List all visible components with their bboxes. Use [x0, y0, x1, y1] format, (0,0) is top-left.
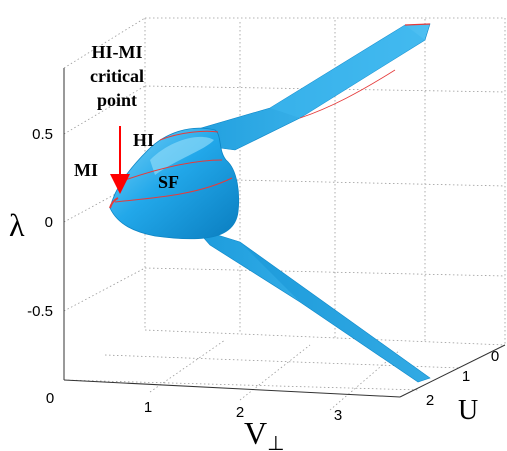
- mi-label: MI: [74, 160, 98, 180]
- sf-label: SF: [158, 172, 179, 192]
- z-tick-0.5: 0.5: [32, 126, 53, 143]
- x-tick-0: 0: [46, 390, 54, 407]
- phase-boundary-2: [124, 159, 223, 181]
- critical-point-mark: [109, 197, 119, 209]
- y-tick-0: 0: [491, 348, 499, 365]
- z-tick-neg0.5: -0.5: [27, 303, 53, 320]
- x-axis-label-sub: ⊥: [267, 433, 284, 451]
- z-tick-0: 0: [45, 214, 53, 231]
- phase-boundary-3: [159, 130, 219, 141]
- x-tick-3: 3: [334, 407, 342, 424]
- y-tick-1: 1: [462, 368, 470, 385]
- phase-boundary-4: [299, 69, 396, 119]
- x-tick-2: 2: [236, 404, 244, 421]
- critical-label-line2: critical: [90, 66, 144, 86]
- critical-label-line1: HI-MI: [92, 42, 143, 62]
- lobe-body: [109, 127, 240, 240]
- critical-label-line3: point: [97, 90, 137, 110]
- y-axis-label: U: [458, 395, 478, 426]
- x-axis-label: V⊥: [244, 415, 285, 451]
- phase-surface: [109, 23, 431, 383]
- phase-boundary-1: [114, 177, 233, 203]
- hi-label: HI: [133, 130, 154, 150]
- y-tick-2: 2: [426, 392, 434, 409]
- x-tick-1: 1: [144, 399, 152, 416]
- z-axis-label: λ: [9, 207, 25, 243]
